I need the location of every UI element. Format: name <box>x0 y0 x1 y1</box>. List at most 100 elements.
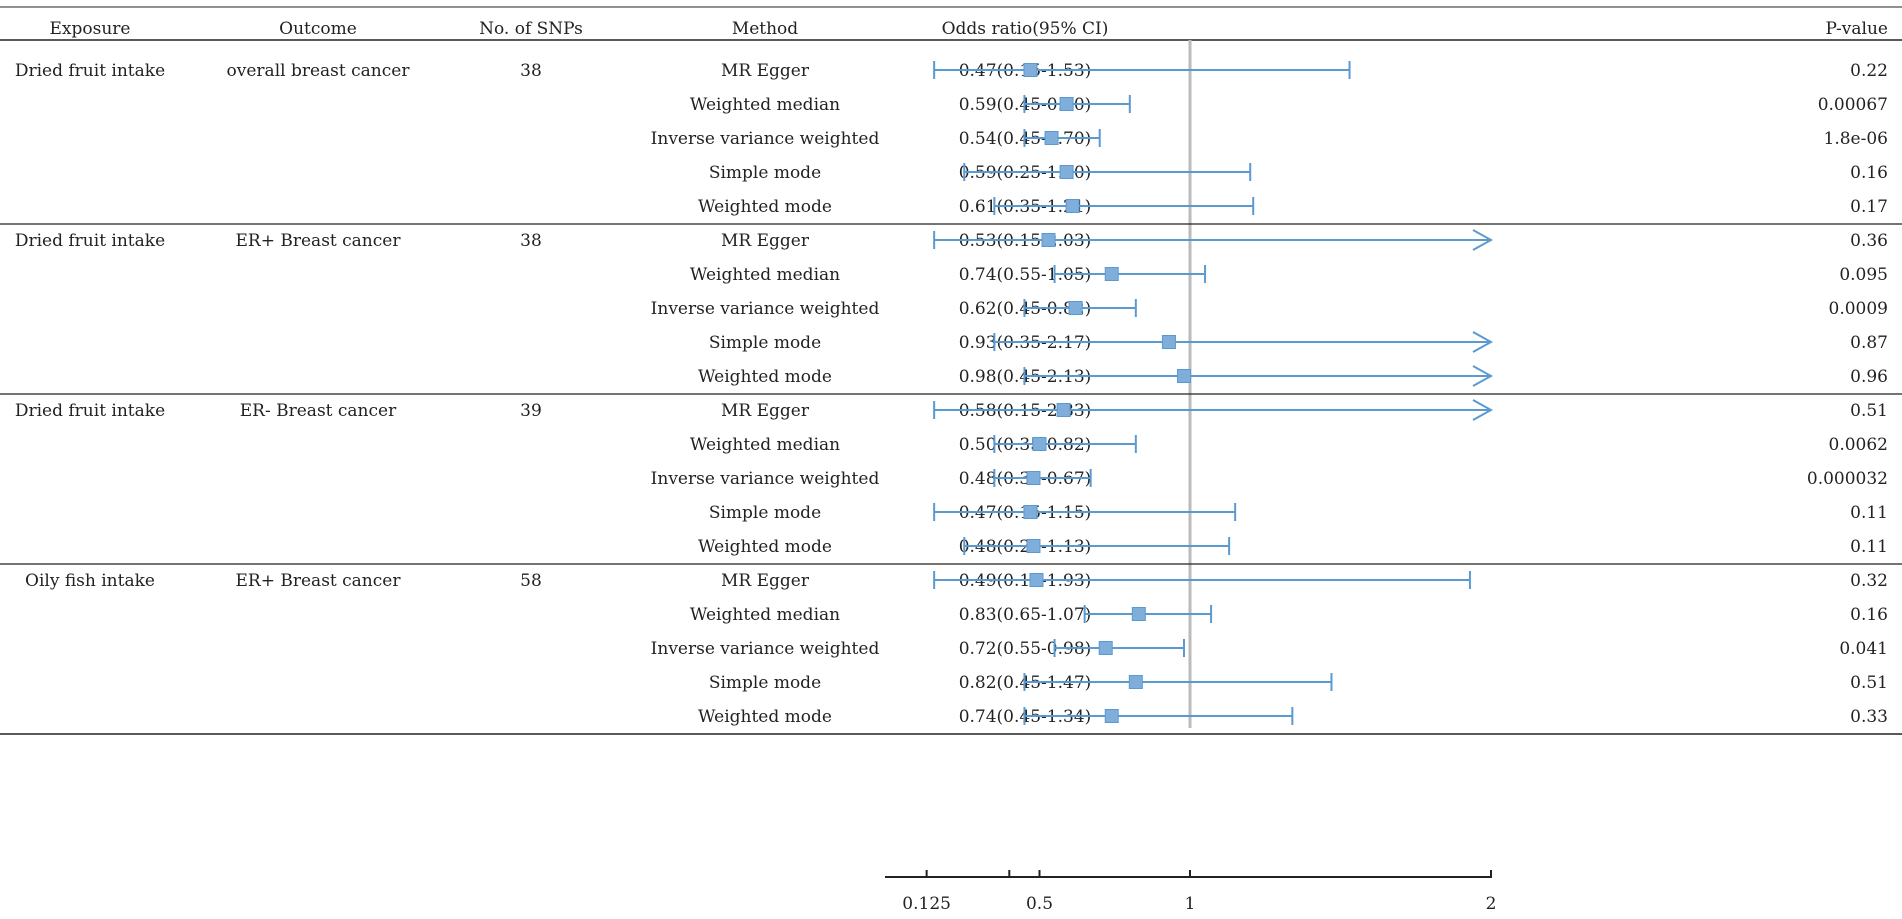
group-3: Dried fruit intake ER- Breast cancer 39 MR … <box>0 399 1902 565</box>
point-estimate <box>1131 607 1146 621</box>
method-label: Simple mode <box>709 503 821 523</box>
p-value: 1.8e-06 <box>1824 129 1888 149</box>
x-tick-label: 1 <box>1185 894 1196 914</box>
header-method: Method <box>732 19 798 39</box>
point-estimate <box>1056 403 1071 417</box>
ci-arrow <box>1472 399 1494 421</box>
point-estimate <box>1065 199 1080 213</box>
p-value: 0.041 <box>1839 639 1888 659</box>
point-estimate <box>1023 63 1038 77</box>
point-estimate <box>1041 233 1056 247</box>
point-estimate <box>1026 471 1041 485</box>
table-row: Simple mode 0.93(0.35-2.17) 0.87 <box>709 331 1888 353</box>
header-snps: No. of SNPs <box>479 19 583 39</box>
method-label: Weighted median <box>690 605 840 625</box>
exposure-label: Oily fish intake <box>25 571 155 591</box>
p-value: 0.22 <box>1850 61 1888 81</box>
table-row: Inverse variance weighted 0.48(0.35-0.67)… <box>651 469 1888 489</box>
p-value: 0.32 <box>1850 571 1888 591</box>
outcome-label: ER+ Breast cancer <box>236 571 402 591</box>
table-row: Weighted median 0.50(0.35-0.82) 0.0062 <box>690 435 1888 455</box>
p-value: 0.0062 <box>1829 435 1888 455</box>
method-label: Inverse variance weighted <box>651 299 880 319</box>
p-value: 0.51 <box>1850 401 1888 421</box>
table-row: Inverse variance weighted0.62(0.45-0.82)… <box>651 299 1888 319</box>
method-label: Simple mode <box>709 673 821 693</box>
method-label: Inverse variance weighted <box>651 129 880 149</box>
snp-count: 38 <box>520 61 542 81</box>
point-estimate <box>1059 97 1074 111</box>
method-label: Inverse variance weighted <box>651 469 880 489</box>
p-value: 0.000032 <box>1807 469 1888 489</box>
table-row: MR Egger 0.49(0.15-1.93) 0.32 <box>721 571 1888 591</box>
point-estimate <box>1059 165 1074 179</box>
table-row: Simple mode 0.59(0.25-1.20) 0.16 <box>709 163 1888 183</box>
point-estimate <box>1161 335 1176 349</box>
table-rows: Dried fruit intake overall breast cancer 3… <box>0 61 1902 735</box>
header-row: Exposure Outcome No. of SNPs Method Odds… <box>50 19 1888 39</box>
odds-ratio-ci: 0.74(0.55-1.05) <box>959 265 1092 285</box>
header-p-value: P-value <box>1826 19 1888 39</box>
table-row: Inverse variance weighted0.54(0.45-0.70)… <box>651 129 1888 149</box>
x-tick-label: 0.125 <box>902 894 951 914</box>
method-label: MR Egger <box>721 571 810 591</box>
table-rules <box>0 6 1902 41</box>
method-label: Inverse variance weighted <box>651 639 880 659</box>
p-value: 0.51 <box>1850 673 1888 693</box>
p-value: 0.87 <box>1850 333 1888 353</box>
header-exposure: Exposure <box>50 19 131 39</box>
method-label: Weighted mode <box>698 707 832 727</box>
p-value: 0.17 <box>1850 197 1888 217</box>
method-label: MR Egger <box>721 401 810 421</box>
point-estimate <box>1026 539 1041 553</box>
x-tick-label: 2 <box>1486 894 1497 914</box>
p-value: 0.96 <box>1850 367 1888 387</box>
method-label: Weighted mode <box>698 367 832 387</box>
exposure-label: Dried fruit intake <box>15 231 165 251</box>
odds-ratio-ci: 0.83(0.65-1.07) <box>959 605 1092 625</box>
p-value: 0.36 <box>1850 231 1888 251</box>
ci-arrow <box>1472 331 1494 353</box>
table-row: MR Egger 0.53(0.15-2.03) 0.36 <box>721 229 1888 251</box>
point-estimate <box>1023 505 1038 519</box>
method-label: Simple mode <box>709 163 821 183</box>
group-4: Oily fish intake ER+ Breast cancer 58 MR Eg… <box>0 571 1902 735</box>
ci-arrow <box>1472 365 1494 387</box>
snp-count: 38 <box>520 231 542 251</box>
p-value: 0.11 <box>1850 537 1888 557</box>
p-value: 0.11 <box>1850 503 1888 523</box>
p-value: 0.00067 <box>1818 95 1888 115</box>
x-tick-label: 0.5 <box>1026 894 1053 914</box>
point-estimate <box>1029 573 1044 587</box>
method-label: Weighted median <box>690 265 840 285</box>
snp-count: 39 <box>520 401 542 421</box>
group-1: Dried fruit intake overall breast cancer 3… <box>0 61 1902 225</box>
p-value: 0.16 <box>1850 605 1888 625</box>
table-row: Inverse variance weighted 0.72(0.55-0.98)… <box>651 639 1888 659</box>
point-estimate <box>1176 369 1191 383</box>
point-estimate <box>1104 709 1119 723</box>
p-value: 0.095 <box>1839 265 1888 285</box>
outcome-label: overall breast cancer <box>227 61 411 81</box>
point-estimate <box>1104 267 1119 281</box>
method-label: Weighted median <box>690 95 840 115</box>
odds-ratio-ci: 0.72(0.55-0.98) <box>959 639 1092 659</box>
group-2: Dried fruit intake ER+ Breast cancer 38 MR … <box>0 229 1902 395</box>
point-estimate <box>1068 301 1083 315</box>
snp-count: 58 <box>520 571 542 591</box>
exposure-label: Dried fruit intake <box>15 401 165 421</box>
outcome-label: ER- Breast cancer <box>240 401 397 421</box>
point-estimate <box>1044 131 1059 145</box>
point-estimate <box>1032 437 1047 451</box>
method-label: Weighted mode <box>698 537 832 557</box>
p-value: 0.0009 <box>1829 299 1888 319</box>
p-value: 0.33 <box>1850 707 1888 727</box>
method-label: Weighted mode <box>698 197 832 217</box>
exposure-label: Dried fruit intake <box>15 61 165 81</box>
